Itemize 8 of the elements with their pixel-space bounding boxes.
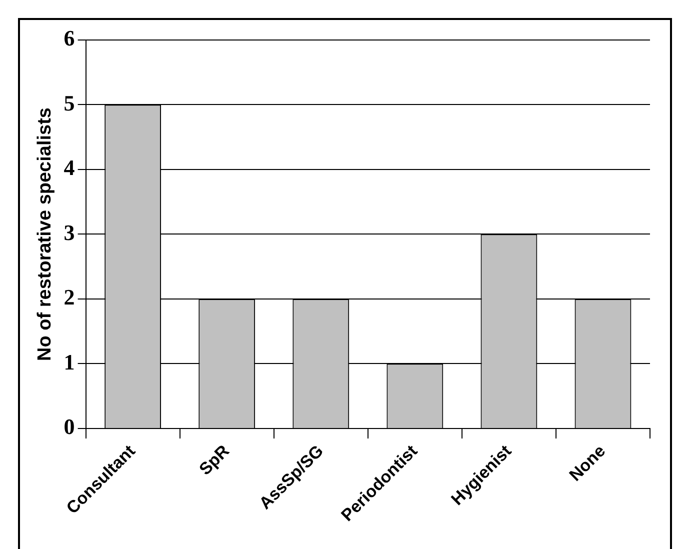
y-tick-label: 6 xyxy=(64,26,75,51)
y-axis-title: No of restorative specialists xyxy=(34,108,56,361)
y-tick-label: 1 xyxy=(64,349,75,374)
y-tick-label: 4 xyxy=(64,155,75,180)
y-tick-label: 2 xyxy=(64,284,75,310)
y-tick-label: 0 xyxy=(64,414,75,440)
y-tick-label: 5 xyxy=(64,90,75,116)
y-tick-label: 3 xyxy=(64,220,75,245)
